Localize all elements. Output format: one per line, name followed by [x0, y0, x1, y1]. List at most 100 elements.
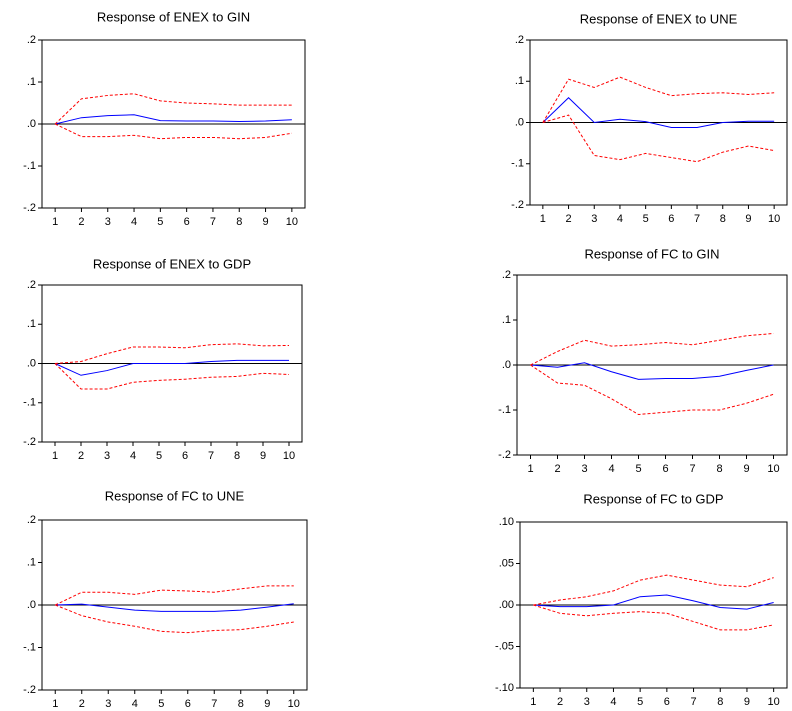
x-tick-label: 9	[745, 213, 751, 225]
response-line	[55, 586, 294, 605]
x-tick-label: 2	[554, 463, 560, 475]
x-tick-label: 5	[156, 450, 162, 462]
chart-panel: Response of ENEX to GDP .2 .1 .0 -.1 -.2 1 2 3 4 5…	[23, 256, 302, 461]
x-tick-label: 2	[79, 698, 85, 710]
x-tick-label: 2	[557, 696, 563, 708]
x-tick-label: 5	[635, 463, 641, 475]
y-tick-label: .1	[27, 76, 36, 88]
y-tick-label: -.2	[23, 202, 36, 214]
x-tick-label: 1	[527, 463, 533, 475]
x-tick-label: 5	[158, 698, 164, 710]
chart-title: Response of FC to GDP	[583, 491, 723, 506]
x-tick-label: 4	[131, 216, 137, 228]
x-tick-label: 2	[78, 450, 84, 462]
y-tick-label: -.05	[495, 640, 514, 652]
y-tick-label: .10	[499, 516, 514, 528]
x-tick-label: 6	[182, 450, 188, 462]
y-tick-label: .2	[27, 514, 36, 526]
x-tick-label: 5	[643, 213, 649, 225]
x-tick-label: 7	[210, 216, 216, 228]
chart-title: Response of FC to UNE	[105, 488, 245, 503]
x-tick-label: 9	[744, 696, 750, 708]
response-line	[533, 595, 773, 609]
y-tick-label: .2	[27, 279, 36, 291]
x-tick-label: 4	[130, 450, 136, 462]
x-tick-label: 1	[52, 216, 58, 228]
x-tick-label: 6	[668, 213, 674, 225]
x-tick-label: 1	[52, 450, 58, 462]
x-tick-label: 3	[105, 698, 111, 710]
x-tick-label: 9	[264, 698, 270, 710]
x-tick-label: 10	[768, 213, 780, 225]
y-tick-label: .1	[27, 318, 36, 330]
x-tick-label: 5	[157, 216, 163, 228]
chart-title: Response of FC to GIN	[584, 246, 719, 261]
y-tick-label: .0	[27, 118, 36, 130]
response-line	[543, 77, 774, 122]
x-tick-label: 9	[260, 450, 266, 462]
response-line	[55, 94, 292, 124]
response-line	[55, 360, 289, 375]
x-tick-label: 3	[591, 213, 597, 225]
x-tick-label: 7	[211, 698, 217, 710]
chart-title: Response of ENEX to GIN	[97, 9, 250, 24]
y-tick-label: -.1	[511, 158, 524, 170]
chart-title: Response of ENEX to GDP	[93, 256, 251, 271]
y-tick-label: .0	[515, 116, 524, 128]
x-tick-label: 8	[236, 216, 242, 228]
y-tick-label: -.2	[498, 449, 511, 461]
y-tick-label: -.10	[495, 682, 514, 694]
x-tick-label: 6	[185, 698, 191, 710]
y-tick-label: -.1	[23, 397, 36, 409]
x-tick-label: 4	[132, 698, 138, 710]
y-tick-label: -.1	[498, 404, 511, 416]
x-tick-label: 10	[283, 450, 295, 462]
x-tick-label: 8	[717, 696, 723, 708]
y-tick-label: -.2	[23, 436, 36, 448]
response-line	[55, 364, 289, 390]
y-tick-label: -.1	[23, 160, 36, 172]
y-tick-label: -.1	[23, 641, 36, 653]
x-tick-label: 7	[694, 213, 700, 225]
x-tick-label: 8	[238, 698, 244, 710]
y-tick-label: .1	[515, 75, 524, 87]
chart-panel: Response of FC to GDP .10 .05 .00 -.05 -.10 1 2…	[495, 491, 787, 707]
x-tick-label: 3	[104, 450, 110, 462]
y-tick-label: .0	[502, 359, 511, 371]
y-tick-label: .2	[502, 269, 511, 281]
x-tick-label: 9	[262, 216, 268, 228]
x-tick-label: 7	[690, 696, 696, 708]
x-tick-label: 1	[52, 698, 58, 710]
response-line	[55, 115, 292, 124]
y-tick-label: .00	[499, 599, 514, 611]
y-tick-label: .05	[499, 557, 514, 569]
x-tick-label: 2	[565, 213, 571, 225]
response-line	[533, 575, 773, 605]
x-tick-label: 1	[530, 696, 536, 708]
x-tick-label: 4	[617, 213, 623, 225]
response-line	[55, 605, 294, 633]
x-tick-label: 10	[286, 216, 298, 228]
x-tick-label: 7	[208, 450, 214, 462]
x-tick-label: 10	[768, 696, 780, 708]
x-tick-label: 6	[664, 696, 670, 708]
x-tick-label: 8	[234, 450, 240, 462]
chart-title: Response of ENEX to UNE	[580, 11, 738, 26]
x-tick-label: 5	[637, 696, 643, 708]
x-tick-label: 4	[610, 696, 616, 708]
y-tick-label: .0	[27, 357, 36, 369]
x-tick-label: 4	[608, 463, 614, 475]
y-tick-label: -.2	[23, 684, 36, 696]
x-tick-label: 3	[581, 463, 587, 475]
x-tick-label: 6	[184, 216, 190, 228]
y-tick-label: .2	[27, 34, 36, 46]
x-tick-label: 3	[105, 216, 111, 228]
x-tick-label: 10	[767, 463, 779, 475]
x-tick-label: 10	[288, 698, 300, 710]
y-tick-label: -.2	[511, 199, 524, 211]
y-tick-label: .1	[27, 556, 36, 568]
response-line	[531, 334, 774, 366]
x-tick-label: 3	[584, 696, 590, 708]
